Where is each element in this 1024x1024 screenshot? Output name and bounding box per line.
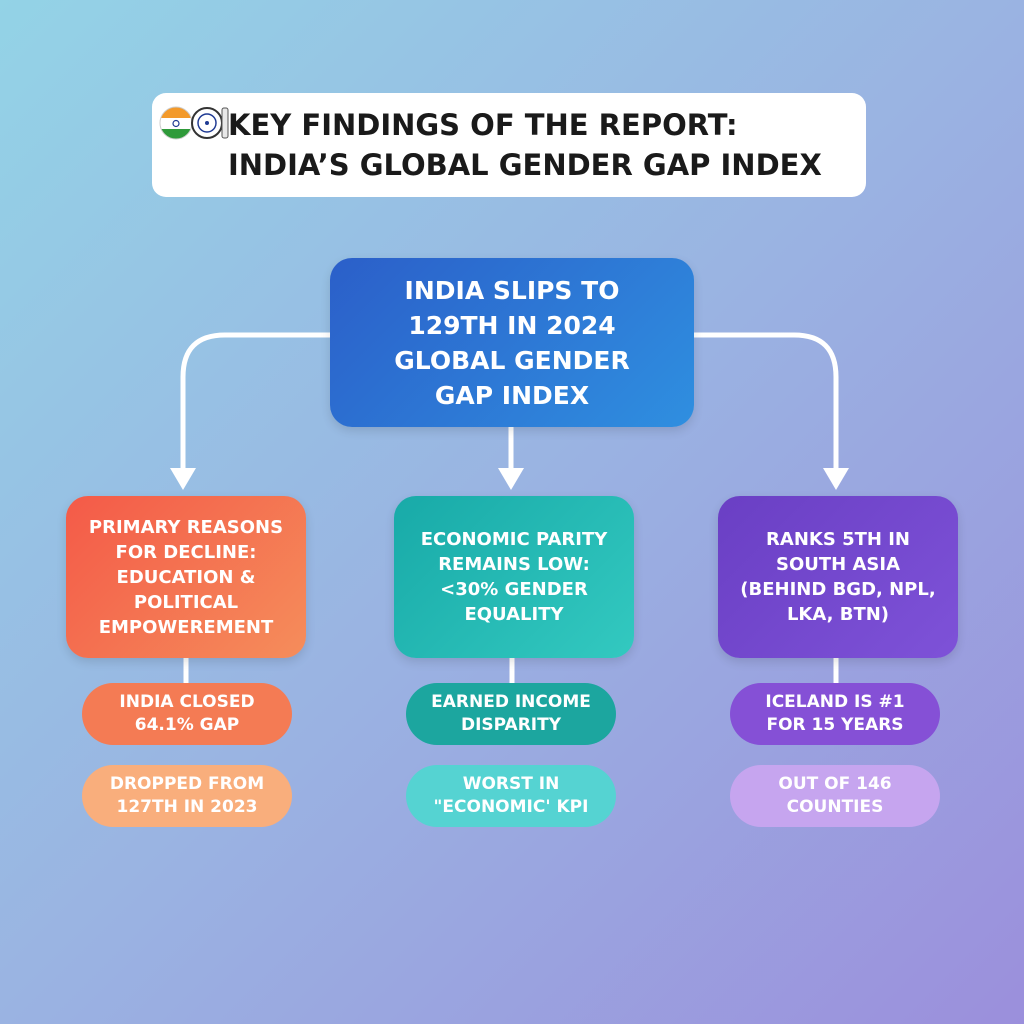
text-line: OUT OF 146 [778,774,892,794]
fact-pill: EARNED INCOME DISPARITY [406,683,616,745]
arrow-left [180,332,333,473]
fact-pill: OUT OF 146 COUNTIES [730,765,940,827]
text-line: DROPPED FROM [109,774,265,794]
text-line: REMAINS LOW: [438,554,590,575]
text-line: FOR 15 YEARS [766,715,904,735]
text-line: POLITICAL [133,591,239,613]
title-card: KEY FINDINGS OF THE REPORT: INDIA’S GLOBA… [152,93,866,197]
text-line: <30% GENDER [440,579,588,600]
fact-pill: ICELAND IS #1 FOR 15 YEARS [730,683,940,745]
text-line: GLOBAL GENDER [394,345,630,375]
text-line: ICELAND IS #1 [765,692,905,712]
text-line: WORST IN [462,774,560,794]
text-line: 64.1% GAP [134,715,240,735]
arrow-head [498,468,524,490]
arrow-head [170,468,196,490]
text-line: PRIMARY REASONS [88,516,284,538]
text-line: INDIA SLIPS TO [404,275,620,305]
text-line: LKA, BTN) [786,604,890,625]
text-line: 129TH IN 2024 [408,310,616,340]
text-line: KEY FINDINGS OF THE REPORT: [228,108,738,142]
text-line: FOR DECLINE: [115,541,257,563]
text-line: GAP INDEX [434,380,590,410]
arrow-head [823,468,849,490]
text-line: 127TH IN 2023 [116,797,258,817]
arrow-right [691,332,839,473]
text-line: RANKS 5TH IN [766,529,910,550]
fact-pill: DROPPED FROM 127TH IN 2023 [82,765,292,827]
text-line: EMPOWEREMENT [98,616,274,638]
text-line: INDIA’S GLOBAL GENDER GAP INDEX [228,148,822,182]
text-line: EDUCATION & [116,566,256,588]
text-line: INDIA CLOSED [119,692,255,712]
fact-pill: WORST IN "ECONOMIC' KPI [406,765,616,827]
text-line: (BEHIND BGD, NPL, [740,579,936,600]
text-line: EQUALITY [464,604,564,625]
reason-box: PRIMARY REASONS FOR DECLINE: EDUCATION & PO… [66,496,306,658]
main-node: INDIA SLIPS TO 129TH IN 2024 GLOBAL GENDER… [330,258,694,427]
text-line: EARNED INCOME [431,692,591,712]
economy-box: ECONOMIC PARITY REMAINS LOW: <30% GENDER EQ… [394,496,634,658]
text-line: SOUTH ASIA [775,554,900,575]
rank-box: RANKS 5TH IN SOUTH ASIA (BEHIND BGD, NPL, L… [718,496,958,658]
text-line: DISPARITY [460,715,562,735]
text-line: "ECONOMIC' KPI [433,797,589,817]
text-line: ECONOMIC PARITY [420,529,608,550]
text-line: COUNTIES [786,797,884,817]
fact-pill: INDIA CLOSED 64.1% GAP [82,683,292,745]
